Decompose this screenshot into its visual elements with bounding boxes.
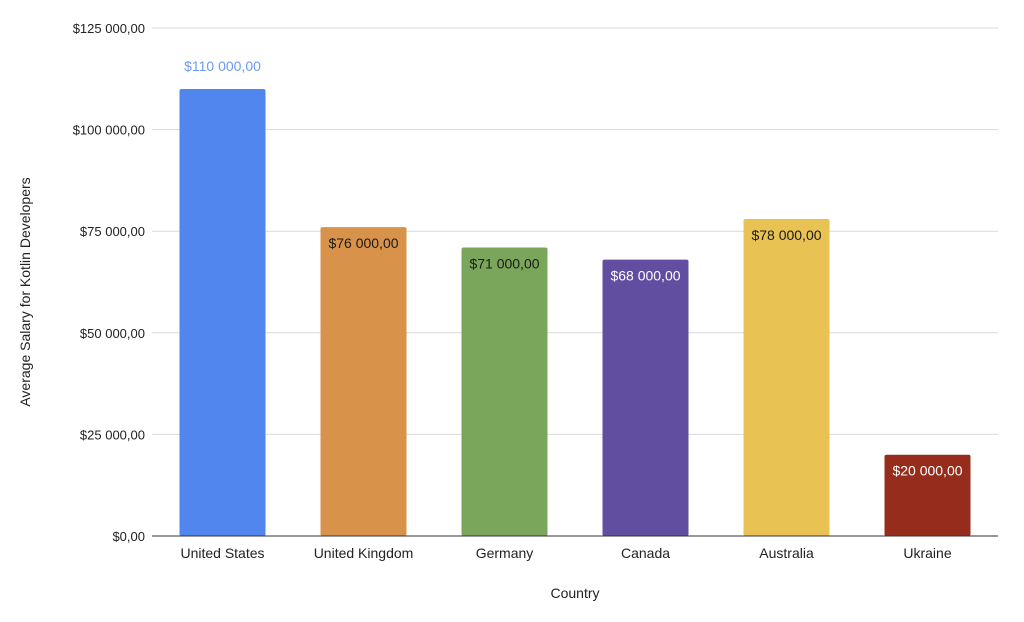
bar <box>179 88 266 537</box>
bar <box>884 454 971 536</box>
x-tick-label: Australia <box>759 545 814 561</box>
y-tick-label: $125 000,00 <box>73 21 145 36</box>
y-axis-title: Average Salary for Kotlin Developers <box>17 177 33 406</box>
y-tick-label: $50 000,00 <box>80 326 145 341</box>
x-tick-label: Germany <box>476 545 534 561</box>
x-tick-label: Canada <box>621 545 670 561</box>
data-labels: $110 000,00 $76 000,00 $71 000,00 $68 000,0… <box>184 58 963 479</box>
y-axis-ticks: $0,00 $25 000,00 $50 000,00 $75 000,00 $100 … <box>73 21 145 544</box>
data-label: $78 000,00 <box>751 227 821 243</box>
bar <box>743 219 830 536</box>
bar <box>320 227 407 537</box>
data-label: $68 000,00 <box>610 268 680 284</box>
data-label: $76 000,00 <box>328 235 398 251</box>
x-tick-label: United Kingdom <box>314 545 414 561</box>
gridlines <box>152 27 998 435</box>
y-tick-label: $0,00 <box>112 529 145 544</box>
x-tick-label: United States <box>180 545 264 561</box>
bars <box>179 88 971 537</box>
bar <box>461 247 548 536</box>
y-tick-label: $100 000,00 <box>73 123 145 138</box>
data-label: $71 000,00 <box>469 255 539 271</box>
data-label: $110 000,00 <box>184 58 261 74</box>
y-tick-label: $75 000,00 <box>80 224 145 239</box>
bar <box>602 259 689 536</box>
data-label: $20 000,00 <box>892 463 962 479</box>
x-axis-ticks: United States United Kingdom Germany Canada… <box>180 545 951 561</box>
x-axis-title: Country <box>550 585 599 601</box>
x-tick-label: Ukraine <box>903 545 951 561</box>
y-tick-label: $25 000,00 <box>80 427 145 442</box>
